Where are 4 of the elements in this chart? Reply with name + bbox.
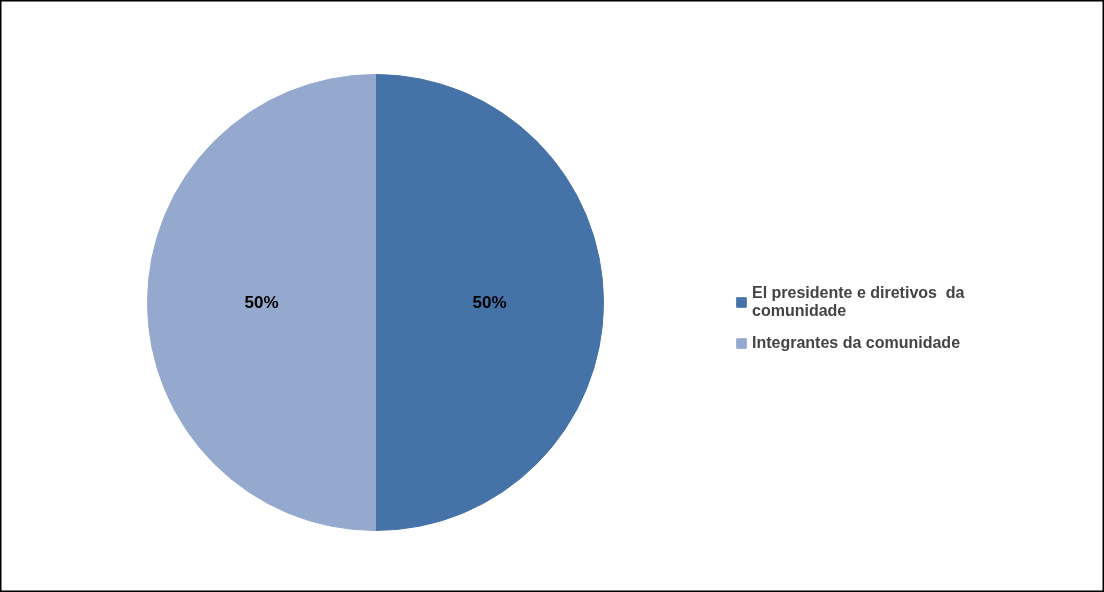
data-label: 50% <box>472 293 507 312</box>
legend-label: El presidente e diretivos da comunidade <box>752 284 965 320</box>
legend-label: Integrantes da comunidade <box>752 334 961 352</box>
data-label: 50% <box>244 293 279 312</box>
